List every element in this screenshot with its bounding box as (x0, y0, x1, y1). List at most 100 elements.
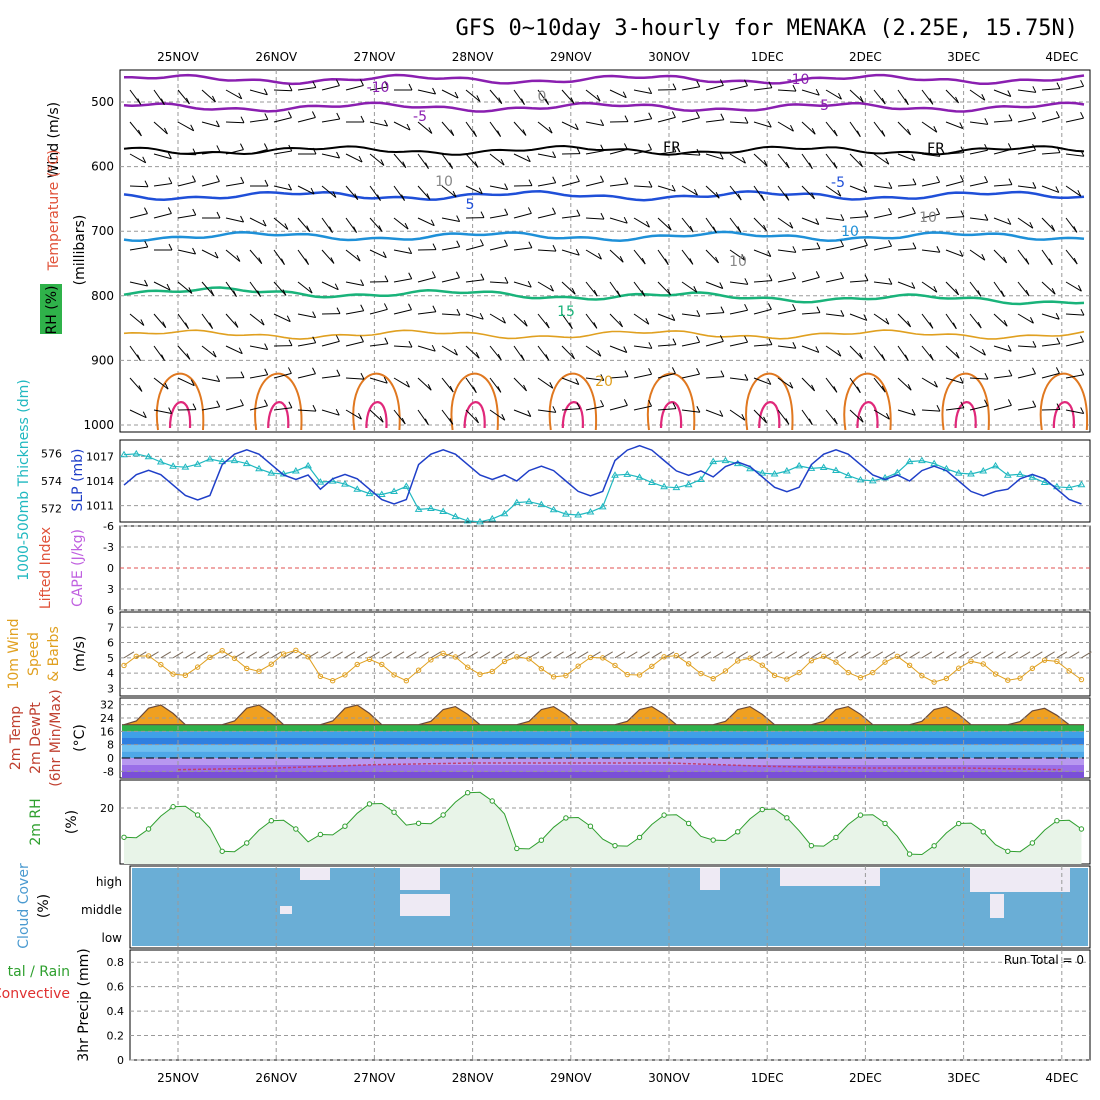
wind-barb-flag (837, 349, 842, 357)
wind-barb-flag (936, 207, 941, 215)
wind-barb-flag (262, 219, 267, 227)
wind-barb (561, 345, 575, 360)
top-date-label: 4DEC (1045, 50, 1078, 64)
isotherm-line (124, 73, 1085, 86)
slp-tick-label: 1017 (86, 450, 114, 463)
wind-barb-flag (833, 162, 838, 169)
wind-barb-flag (888, 182, 893, 189)
wind-barb-flag (1055, 313, 1060, 320)
wind-barb (441, 345, 458, 356)
wind-barb-flag (1077, 189, 1082, 197)
wind-barb-flag (431, 271, 436, 278)
top-date-label: 27NOV (354, 50, 396, 64)
wind-barb-flag (648, 87, 653, 94)
wind-barb-flag (168, 407, 173, 414)
wind-barb-flag (162, 321, 167, 328)
temp-label-2: 2m DewPt (28, 702, 44, 774)
wind-barb (153, 182, 172, 187)
wind-barb (945, 407, 964, 411)
chart-title: GFS 0~10day 3-hourly for MENAKA (2.25E, … (455, 16, 1078, 41)
wind-barb-flag (360, 335, 364, 342)
wind10-barb (197, 651, 208, 659)
wind-barb-flag (527, 207, 532, 214)
wind-barb (969, 121, 988, 125)
wind-barb (369, 377, 388, 384)
wind-barb (585, 377, 604, 381)
wind-barb (633, 89, 652, 95)
rh-series (121, 790, 1085, 864)
wind-barb (729, 153, 746, 164)
wind-barb (1041, 217, 1055, 232)
rh-point (293, 826, 299, 832)
wind-barb-flag (616, 290, 621, 297)
wind-barb-flag (959, 175, 964, 182)
wind-barb (297, 116, 316, 123)
wind-barb (729, 185, 742, 201)
wind-barb-flag (476, 95, 481, 102)
wind10-barb (1056, 651, 1068, 659)
wind-barb-flag (912, 242, 917, 249)
wind-barb-flag (840, 239, 845, 247)
wind-barb (249, 118, 268, 123)
rh-point (170, 804, 176, 810)
wind-barb (321, 85, 340, 91)
wind10-barb (553, 651, 564, 659)
top-date-label: 28NOV (452, 50, 494, 64)
isotherm-30-loop (168, 401, 192, 429)
wind10-barb (786, 651, 798, 659)
wind-barb (513, 121, 527, 136)
wind-barb-flag (190, 379, 195, 386)
wind-barb-flag (288, 144, 293, 152)
wind10-barb (565, 651, 577, 659)
wind-barb-flag (719, 152, 724, 160)
wind-barb-flag (408, 340, 413, 348)
wind-barb-flag (596, 94, 601, 102)
wind-barb (657, 313, 675, 321)
temperature-axis-label: Temperature (°C) (46, 150, 62, 272)
temp-band (122, 758, 1084, 765)
cloud-clear-patch (970, 868, 1070, 892)
rh-point (514, 845, 520, 852)
wind-barb (345, 153, 363, 163)
wind-barb (945, 249, 963, 257)
bottom-date-label: 28NOV (452, 1071, 494, 1085)
wind-barb (921, 121, 938, 133)
rh-point (121, 834, 127, 840)
contour-label: 15 (557, 304, 575, 320)
temp-series (122, 757, 1084, 771)
wind-barb-flag (185, 322, 189, 329)
wind-barb (489, 245, 508, 251)
wind-barb (297, 373, 316, 379)
wind-barb (801, 217, 819, 225)
wind-barb (417, 311, 436, 315)
wind-barb-flag (263, 88, 268, 95)
wind-barb-flag (623, 216, 628, 224)
wind-barb (225, 149, 244, 155)
wind-barb (177, 153, 197, 156)
wind-barb-flag (597, 350, 602, 357)
wind10-barb (160, 651, 172, 659)
wind-barb (705, 281, 723, 289)
rh-point (710, 837, 716, 843)
wind-barb (393, 309, 412, 315)
wind-barb (609, 404, 628, 411)
wind-barb (201, 406, 220, 411)
wind-barb (321, 185, 337, 198)
wind-barb (681, 313, 700, 317)
wind-barb-flag (904, 354, 909, 361)
wind-barb-flag (360, 304, 365, 311)
wind-barb (681, 409, 700, 413)
wind-barb (369, 217, 383, 232)
wind-barb (417, 276, 436, 283)
wind-barb-flag (768, 338, 773, 345)
thickness-marker (721, 456, 730, 464)
wind-barb-flag (936, 175, 941, 183)
wind10-label-2: Speed (26, 632, 42, 676)
wind-barb (321, 409, 340, 416)
isotherm-30-loop (365, 401, 388, 429)
wind-barb-flag (907, 320, 912, 328)
wind-barb-flag (1080, 308, 1085, 316)
wind-barb-flag (358, 412, 362, 420)
wind-barb-flag (142, 156, 147, 164)
wind-barb-flag (763, 224, 767, 232)
